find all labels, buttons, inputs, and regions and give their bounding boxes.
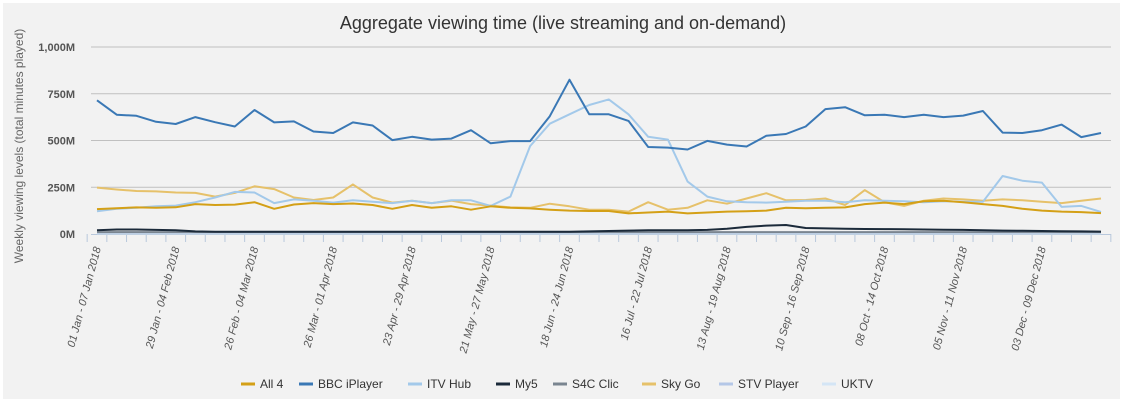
- chart-container: Aggregate viewing time (live streaming a…: [3, 3, 1120, 399]
- chart-title: Aggregate viewing time (live streaming a…: [340, 13, 786, 33]
- x-tick-label: 18 Jun - 24 Jun 2018: [538, 245, 577, 349]
- legend-item-sky-go[interactable]: Sky Go: [642, 377, 701, 391]
- legend-label: All 4: [260, 377, 284, 391]
- x-tick-label: 05 Nov - 11 Nov 2018: [931, 245, 970, 352]
- x-tick-label: 26 Feb - 04 Mar 2018: [222, 245, 261, 352]
- y-axis-ticks: 0M 250M 500M 750M 1,000M: [38, 42, 75, 241]
- y-tick-label: 500M: [47, 136, 75, 148]
- legend-label: ITV Hub: [427, 377, 471, 391]
- x-tick-label: 13 Aug - 19 Aug 2018: [695, 245, 734, 352]
- series-line-bbc-iplayer: [96, 78, 1102, 151]
- x-axis: 01 Jan - 07 Jan 2018 29 Jan - 04 Feb 2018…: [66, 234, 1112, 356]
- legend-label: My5: [515, 377, 538, 391]
- legend-item-all-4[interactable]: All 4: [241, 377, 284, 391]
- legend-item-my5[interactable]: My5: [496, 377, 538, 391]
- legend-item-s4c-clic[interactable]: S4C Clic: [553, 377, 619, 391]
- y-tick-label: 750M: [47, 89, 75, 101]
- legend: All 4 BBC iPlayer ITV Hub My5 S4C Clic Sky Go…: [241, 377, 873, 391]
- series-line-sky-go: [96, 183, 1102, 213]
- line-chart: Aggregate viewing time (live streaming a…: [12, 13, 1112, 391]
- x-tick-label: 23 Apr - 29 Apr 2018: [381, 245, 419, 348]
- series-line-my5: [96, 224, 1102, 233]
- x-tick-label: 01 Jan - 07 Jan 2018: [66, 245, 105, 349]
- legend-label: BBC iPlayer: [318, 377, 383, 391]
- legend-label: STV Player: [738, 377, 799, 391]
- legend-label: S4C Clic: [572, 377, 619, 391]
- series-lines: [96, 78, 1102, 235]
- y-tick-label: 1,000M: [38, 42, 75, 54]
- x-tick-label: 29 Jan - 04 Feb 2018: [144, 245, 183, 351]
- legend-label: UKTV: [841, 377, 873, 391]
- x-tick-label: 10 Sep - 16 Sep 2018: [773, 245, 813, 352]
- legend-item-stv-player[interactable]: STV Player: [719, 377, 799, 391]
- y-tick-label: 250M: [47, 182, 75, 194]
- y-tick-label: 0M: [60, 229, 75, 241]
- legend-item-bbc-iplayer[interactable]: BBC iPlayer: [299, 377, 383, 391]
- series-line-all-4: [96, 199, 1102, 215]
- x-tick-label: 16 Jul - 22 Jul 2018: [619, 245, 656, 342]
- x-tick-label: 08 Oct - 14 Oct 2018: [853, 245, 891, 348]
- x-tick-label: 26 Mar - 01 Apr 2018: [301, 245, 340, 350]
- y-axis-label: Weekly viewing levels (total minutes pla…: [12, 29, 26, 264]
- legend-item-itv-hub[interactable]: ITV Hub: [408, 377, 471, 391]
- legend-label: Sky Go: [661, 377, 701, 391]
- gridlines: [91, 46, 1111, 188]
- x-tick-label: 03 Dec - 09 Dec 2018: [1010, 245, 1050, 352]
- legend-item-uktv[interactable]: UKTV: [822, 377, 873, 391]
- x-tick-label: 21 May - 27 May 2018: [457, 245, 497, 356]
